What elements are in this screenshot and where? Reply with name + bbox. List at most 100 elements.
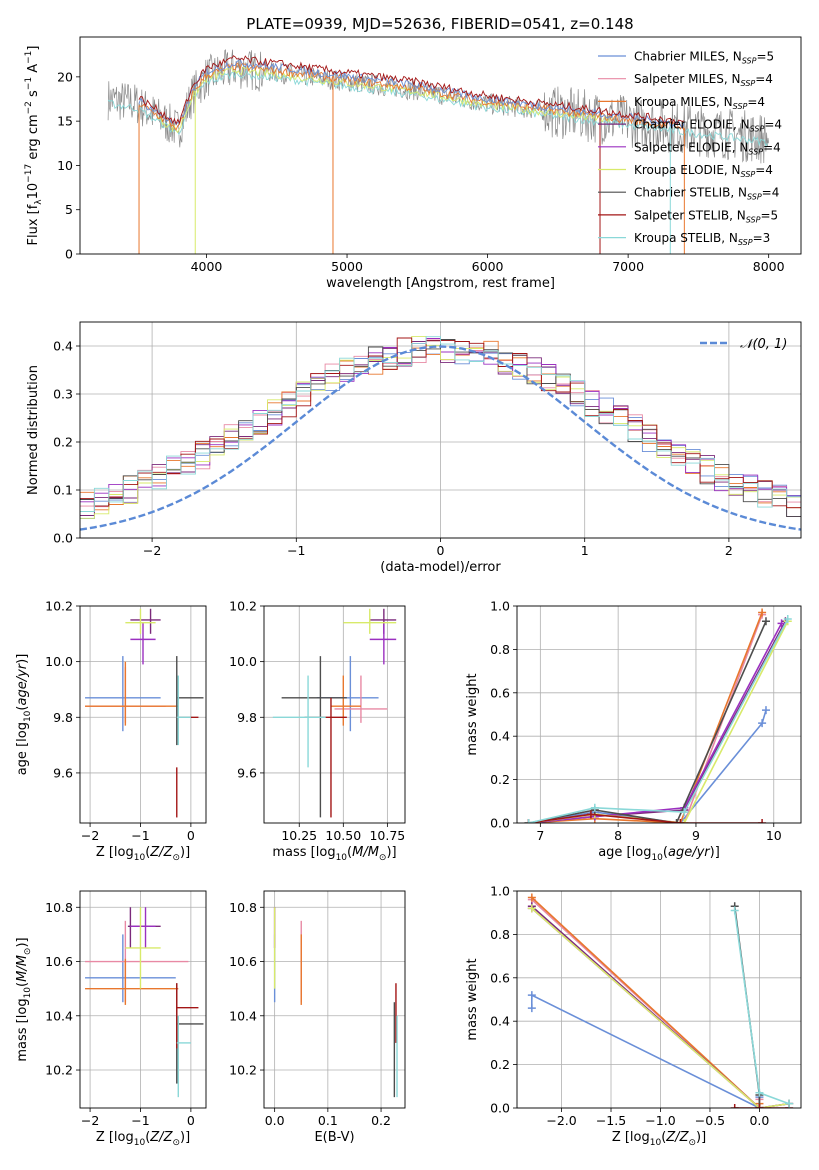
y-tick-label: 0.4 xyxy=(53,339,73,354)
y-tick-label: 0.2 xyxy=(53,435,73,450)
weight-marker xyxy=(783,615,792,624)
y-tick-label: 10.6 xyxy=(45,954,73,969)
y-axis-label: mass [log10(M/M⊙)] xyxy=(15,937,33,1061)
x-tick-label: −2 xyxy=(143,543,161,558)
y-tick-label: 9.8 xyxy=(237,710,257,725)
mass-vs-EBV-axes: 0.0 0.1 0.2 10.2 10.4 10.6 10.8 E(B-V) xyxy=(229,890,406,1145)
weight-marker xyxy=(785,1099,794,1108)
weight-marker xyxy=(527,904,536,913)
histogram-step xyxy=(80,335,801,519)
weight-marker xyxy=(524,819,533,823)
y-tick-label: 0.8 xyxy=(490,642,510,657)
weight-line xyxy=(528,620,767,823)
spectrum-frame xyxy=(79,36,802,255)
x-tick-label: −2 xyxy=(81,828,99,843)
weight-marker xyxy=(761,706,770,715)
y-tick-label: 0.6 xyxy=(490,685,510,700)
figure-title: PLATE=0939, MJD=52636, FIBERID=0541, z=0… xyxy=(246,15,633,33)
x-axis-label: wavelength [Angstrom, rest frame] xyxy=(326,276,555,291)
legend-label: Chabrier STELIB, NSSP=4 xyxy=(634,186,779,202)
x-tick-label: 10 xyxy=(766,828,782,843)
spectrum-plot-area xyxy=(107,49,770,254)
x-tick-label: −1 xyxy=(131,828,149,843)
weight-vs-age-frame xyxy=(516,605,802,824)
histogram-plot-area xyxy=(80,335,801,531)
model-spectrum xyxy=(156,66,613,134)
mass-vs-Z-axes: −2 −1 0 10.2 10.4 10.6 10.8 Z [log10(Z/Z⊙)] mass… xyxy=(15,890,207,1148)
weight-marker xyxy=(672,819,681,823)
legend-label: 𝒩(0, 1) xyxy=(740,337,787,352)
x-tick-label: 0.0 xyxy=(749,1113,769,1128)
weight-marker xyxy=(527,1004,536,1013)
weight-line xyxy=(528,612,763,823)
x-tick-label: 0.0 xyxy=(265,1113,285,1128)
x-tick-label: 0 xyxy=(187,1113,195,1128)
y-tick-label: 15 xyxy=(57,114,73,129)
weight-marker xyxy=(758,608,767,617)
y-tick-label: 0.0 xyxy=(53,531,73,546)
y-tick-label: 0.8 xyxy=(490,927,510,942)
x-tick-label: 0 xyxy=(437,543,445,558)
x-tick-label: 7000 xyxy=(612,259,644,274)
weight-marker xyxy=(586,810,595,819)
weight-marker xyxy=(527,991,536,1000)
x-tick-label: 4000 xyxy=(191,259,223,274)
legend-label: Kroupa MILES, NSSP=4 xyxy=(634,95,765,111)
x-axis-label: Z [log10(Z/Z⊙)] xyxy=(96,1130,190,1148)
y-tick-label: 0.0 xyxy=(490,816,510,831)
legend-label: Salpeter ELODIE, NSSP=4 xyxy=(634,140,781,156)
weight-vs-Z-frame xyxy=(516,890,802,1109)
y-tick-label: 0.2 xyxy=(490,772,510,787)
weight-marker xyxy=(590,803,599,812)
weight-marker xyxy=(527,893,536,902)
y-tick-label: 0.6 xyxy=(490,970,510,985)
x-tick-label: 10.25 xyxy=(281,828,317,843)
y-tick-label: 9.6 xyxy=(53,765,73,780)
y-tick-label: 0.1 xyxy=(53,483,73,498)
weight-line xyxy=(733,910,790,1105)
weight-line xyxy=(528,614,763,823)
weight-vs-Z-plot-area xyxy=(527,893,794,1108)
legend-label: Salpeter MILES, NSSP=4 xyxy=(634,72,773,88)
weight-line xyxy=(528,813,763,823)
y-tick-label: 0.4 xyxy=(490,729,510,744)
y-tick-label: 10.2 xyxy=(45,599,73,614)
spectrum-axes: 4000 5000 6000 7000 8000 0 5 10 15 20 wavelength [… xyxy=(24,36,802,291)
y-tick-label: 10.8 xyxy=(45,900,73,915)
legend-label: Kroupa ELODIE, NSSP=4 xyxy=(634,163,773,179)
x-axis-label: E(B-V) xyxy=(314,1130,354,1145)
histogram-step xyxy=(80,339,801,517)
y-tick-label: 0 xyxy=(65,247,73,262)
age-vs-mass-plot-area xyxy=(272,608,397,818)
weight-marker xyxy=(680,808,689,817)
model-spectrum xyxy=(107,69,768,147)
weight-marker xyxy=(730,1104,739,1108)
y-tick-label: 0.0 xyxy=(490,1101,510,1116)
weight-vs-age-axes: 7 8 9 10 0.0 0.2 0.4 0.6 0.8 1.0 age [log10(age/yr… xyxy=(465,599,802,863)
y-axis-label: mass weight xyxy=(465,673,480,755)
x-tick-label: 2 xyxy=(725,543,733,558)
x-tick-label: 6000 xyxy=(472,259,504,274)
model-spectrum xyxy=(138,55,684,126)
x-tick-label: −1.0 xyxy=(645,1113,675,1128)
mass-vs-EBV-plot-area xyxy=(273,907,398,1098)
model-spectrum xyxy=(138,58,685,129)
weight-marker xyxy=(680,819,689,823)
weight-vs-Z-axes: −2.0 −1.5 −1.0 −0.5 0.0 0.0 0.2 0.4 0.6 0.8 1.0 Z [… xyxy=(465,884,802,1148)
y-tick-label: 0.3 xyxy=(53,387,73,402)
x-tick-label: 5000 xyxy=(331,259,363,274)
x-tick-label: 0.2 xyxy=(371,1113,391,1128)
y-axis-label: age [log10(age/yr)] xyxy=(15,654,33,776)
weight-line xyxy=(531,907,790,1108)
weight-marker xyxy=(761,617,770,626)
x-tick-label: 9 xyxy=(692,828,700,843)
x-axis-label: Z [log10(Z/Z⊙)] xyxy=(96,845,190,863)
y-tick-label: 10.4 xyxy=(229,1008,257,1023)
weight-line xyxy=(528,623,783,823)
age-vs-mass-frame xyxy=(263,605,406,824)
y-axis-label: Normed distribution xyxy=(26,365,41,495)
x-tick-label: 8000 xyxy=(753,259,785,274)
x-tick-label: 1 xyxy=(581,543,589,558)
y-axis-label: Flux [fλ10−17 erg cm−2 s−1 A−1] xyxy=(24,46,44,246)
x-axis-label: Z [log10(Z/Z⊙)] xyxy=(612,1130,706,1148)
